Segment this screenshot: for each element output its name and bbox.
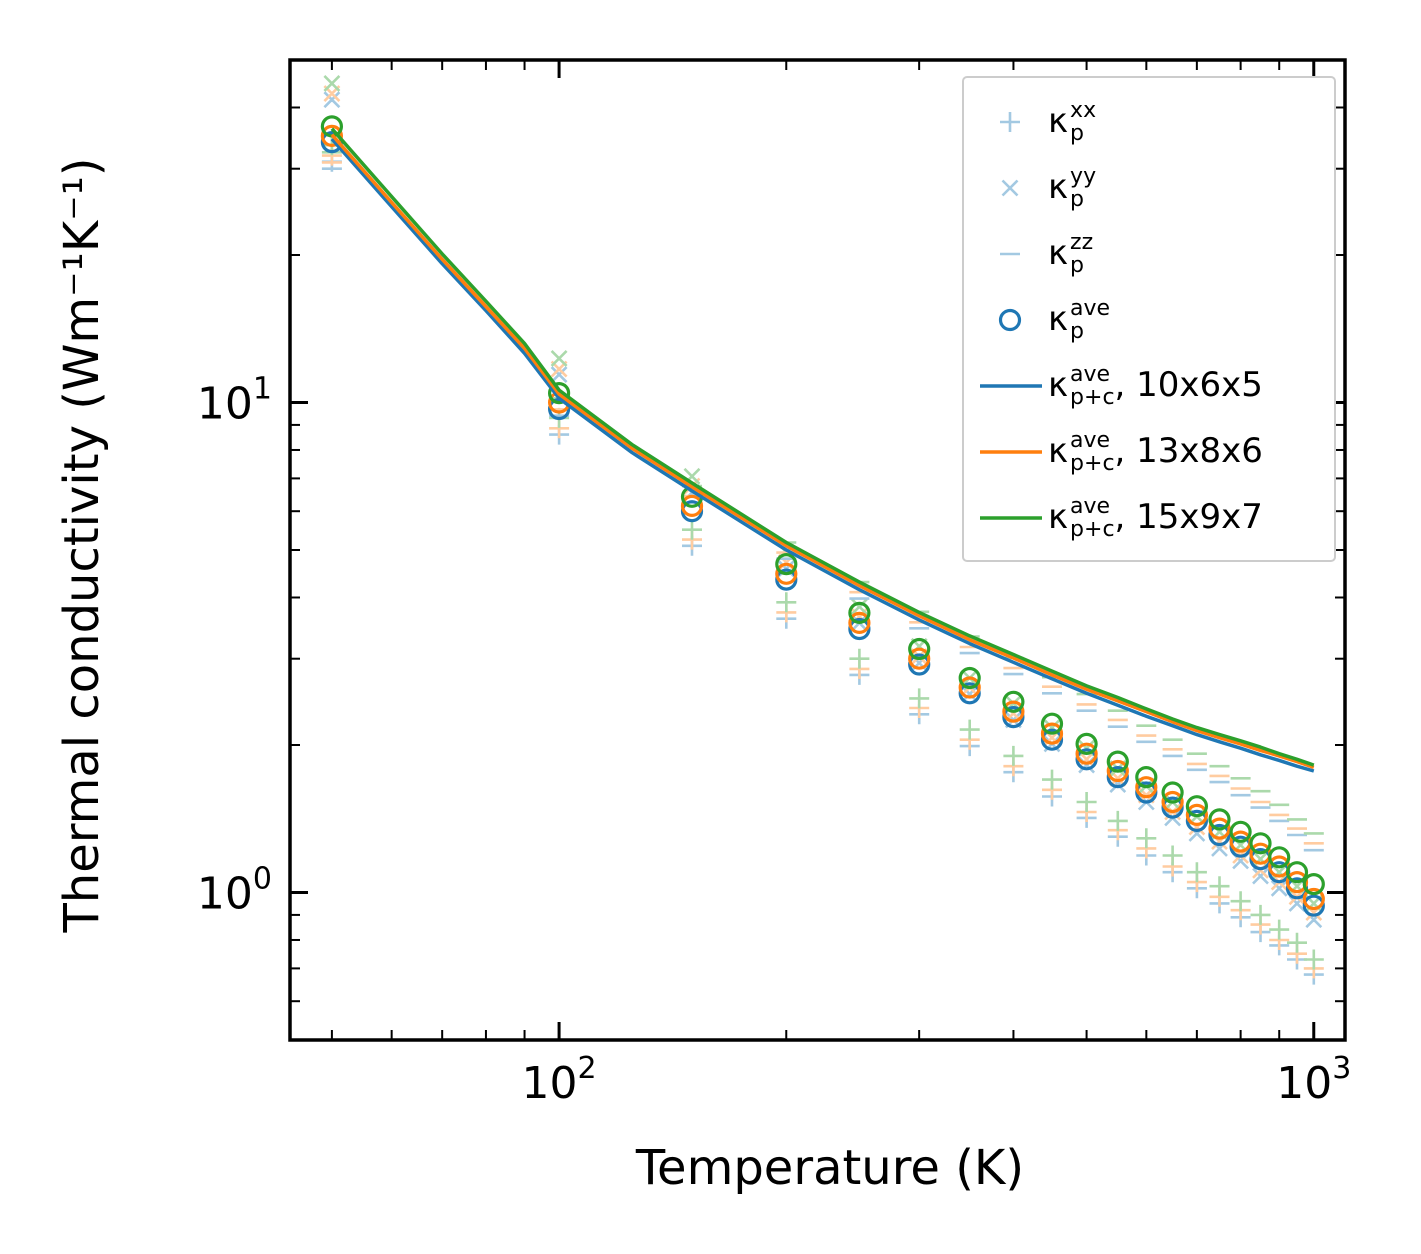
legend-circle-icon xyxy=(974,296,1048,342)
legend-line-icon xyxy=(974,362,1048,408)
legend-entry-1: κ yy p xyxy=(974,154,1328,220)
legend-entry-4: κ ave p+c, 10x6x5 xyxy=(974,352,1328,418)
legend-x-icon xyxy=(974,164,1048,210)
legend-line-icon xyxy=(974,494,1048,540)
legend-label-5: κ ave p+c, 13x8x6 xyxy=(1048,427,1263,476)
legend-entry-2: κ zz p xyxy=(974,220,1328,286)
legend-entry-6: κ ave p+c, 15x9x7 xyxy=(974,484,1328,550)
legend-entry-0: κ xx p xyxy=(974,88,1328,154)
legend-label-2: κ zz p xyxy=(1048,229,1094,278)
y-tick-label: 101 xyxy=(197,371,272,429)
y-axis-label: Thermal conductivity (Wm⁻¹K⁻¹) xyxy=(54,157,110,933)
tick-labels: 102 103 100 101 xyxy=(197,371,1351,1109)
legend-label-6: κ ave p+c, 15x9x7 xyxy=(1048,493,1263,542)
series-kappa-p-plus-c-ave-10x6x5 xyxy=(330,137,1315,773)
legend-dash-icon xyxy=(974,230,1048,276)
x-axis-label: Temperature (K) xyxy=(635,1140,1025,1196)
legend-line-icon xyxy=(974,428,1048,474)
legend-label-4: κ ave p+c, 10x6x5 xyxy=(1048,361,1263,410)
legend-entry-3: κ ave p xyxy=(974,286,1328,352)
axis-ticks xyxy=(290,60,1345,1040)
x-tick-label: 102 xyxy=(522,1051,597,1109)
legend-label-0: κ xx p xyxy=(1048,97,1097,146)
series-layer xyxy=(320,74,1325,985)
y-tick-label: 100 xyxy=(197,861,272,919)
legend-label-1: κ yy p xyxy=(1048,163,1097,212)
legend-entry-5: κ ave p+c, 13x8x6 xyxy=(974,418,1328,484)
series-kappa-p-plus-c-ave-15x9x7 xyxy=(330,127,1315,767)
legend-label-3: κ ave p xyxy=(1048,295,1111,344)
legend: κ xx p κ yy p κ zz p κ ave p κ ave p+c, 10x6x5 κ ave p+c,… xyxy=(962,76,1336,562)
x-tick-label: 103 xyxy=(1276,1051,1351,1109)
series-kappa-p-plus-c-ave-13x8x6 xyxy=(330,133,1315,770)
legend-plus-icon xyxy=(974,98,1048,144)
